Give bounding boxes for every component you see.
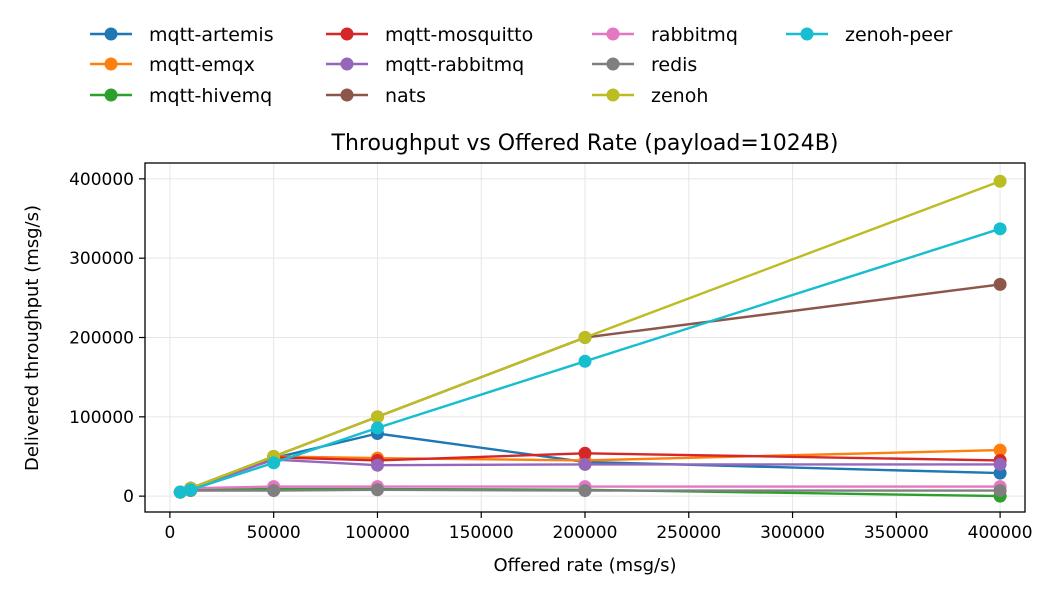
- x-tick-label: 250000: [656, 523, 721, 543]
- y-tick-label: 200000: [69, 329, 134, 349]
- data-point-zenoh-peer: [370, 421, 384, 435]
- data-point-mqtt-rabbitmq: [370, 458, 384, 472]
- grid: [145, 163, 1025, 512]
- data-point-mqtt-rabbitmq: [578, 457, 592, 471]
- data-point-mqtt-emqx: [993, 443, 1007, 457]
- data-point-zenoh-peer: [173, 485, 187, 499]
- legend-marker: [606, 57, 620, 71]
- series-layer: [173, 174, 1007, 503]
- legend-label: rabbitmq: [651, 24, 738, 46]
- legend-marker: [606, 88, 620, 102]
- legend-marker: [104, 27, 118, 41]
- data-point-zenoh: [370, 410, 384, 424]
- data-point-zenoh-peer: [578, 354, 592, 368]
- x-tick-label: 350000: [864, 523, 929, 543]
- chart-title: Throughput vs Offered Rate (payload=1024…: [331, 131, 839, 156]
- y-tick-label: 300000: [69, 249, 134, 269]
- x-axis-title: Offered rate (msg/s): [494, 555, 677, 576]
- legend-marker: [340, 88, 354, 102]
- legend-label: redis: [651, 54, 697, 76]
- legend-label: mqtt-artemis: [149, 24, 274, 46]
- y-axis: 0 100000 200000 300000 400000: [69, 170, 145, 507]
- legend-item-mqtt-rabbitmq: mqtt-rabbitmq: [326, 54, 524, 76]
- x-tick-label: 400000: [968, 523, 1033, 543]
- y-tick-label: 100000: [69, 408, 134, 428]
- legend: mqtt-artemis mqtt-emqx mqtt-hivemq mqtt-mos…: [90, 24, 953, 107]
- legend-marker: [606, 27, 620, 41]
- y-axis-title: Delivered throughput (msg/s): [22, 205, 43, 471]
- legend-item-nats: nats: [326, 85, 426, 107]
- legend-label: nats: [385, 85, 426, 107]
- legend-label: zenoh: [651, 85, 708, 107]
- legend-item-zenoh-peer: zenoh-peer: [786, 24, 953, 46]
- legend-item-mqtt-hivemq: mqtt-hivemq: [90, 85, 272, 107]
- data-point-zenoh: [993, 174, 1007, 188]
- legend-marker: [800, 27, 814, 41]
- x-tick-label: 300000: [760, 523, 825, 543]
- data-point-zenoh-peer: [267, 456, 281, 470]
- data-point-redis: [267, 484, 281, 498]
- data-point-redis: [578, 484, 592, 498]
- data-point-zenoh: [578, 331, 592, 344]
- x-tick-label: 200000: [553, 523, 618, 543]
- x-axis: 0 50000 100000 150000 200000 250000 300000 3500…: [164, 512, 1033, 543]
- data-point-redis: [993, 484, 1007, 498]
- legend-item-mqtt-artemis: mqtt-artemis: [90, 24, 274, 46]
- series-zenoh-peer: [173, 222, 1007, 499]
- data-point-redis: [370, 483, 384, 497]
- data-point-zenoh-peer: [184, 483, 198, 497]
- legend-item-rabbitmq: rabbitmq: [592, 24, 738, 46]
- y-tick-label: 400000: [69, 170, 134, 190]
- legend-label: mqtt-emqx: [149, 54, 255, 76]
- x-tick-label: 50000: [247, 523, 301, 543]
- legend-label: mqtt-hivemq: [149, 85, 272, 107]
- legend-item-mqtt-mosquitto: mqtt-mosquitto: [326, 24, 533, 46]
- legend-marker: [340, 27, 354, 41]
- legend-marker: [104, 57, 118, 71]
- legend-marker: [340, 57, 354, 71]
- legend-label: zenoh-peer: [845, 24, 953, 46]
- data-point-zenoh-peer: [993, 222, 1007, 236]
- data-point-mqtt-rabbitmq: [993, 457, 1007, 471]
- x-tick-label: 0: [164, 523, 175, 543]
- legend-item-zenoh: zenoh: [592, 85, 708, 107]
- data-point-nats: [993, 277, 1007, 291]
- legend-label: mqtt-mosquitto: [385, 24, 533, 46]
- legend-item-redis: redis: [592, 54, 697, 76]
- legend-label: mqtt-rabbitmq: [385, 54, 524, 76]
- legend-marker: [104, 88, 118, 102]
- legend-item-mqtt-emqx: mqtt-emqx: [90, 54, 255, 76]
- x-tick-label: 100000: [345, 523, 410, 543]
- x-tick-label: 150000: [449, 523, 514, 543]
- data-point-mqtt-mosquitto: [578, 446, 592, 460]
- y-tick-label: 0: [123, 487, 134, 507]
